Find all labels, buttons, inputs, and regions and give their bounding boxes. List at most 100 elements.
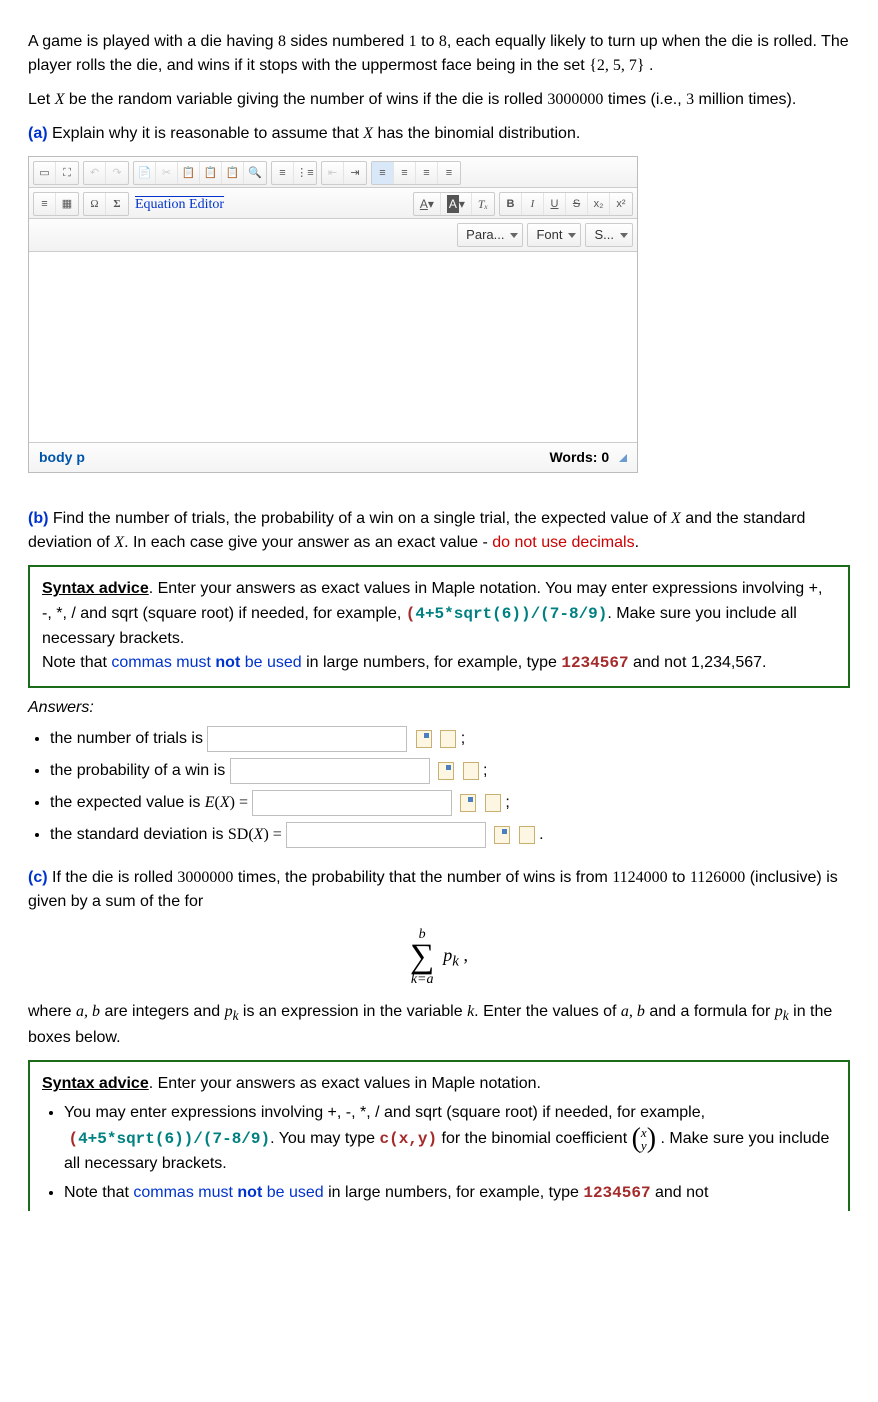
search-icon[interactable]: 🔍 [244,162,266,184]
preview-icon[interactable] [494,826,510,844]
rich-text-editor: ▭ ⛶ ↶ ↷ 📄 ✂ 📋 📋 📋 🔍 ≡ ⋮≡ ⇤ ⇥ ≡ ≡ ≡ ≡ [28,156,638,473]
preview-icon[interactable] [460,794,476,812]
text: to [417,33,439,50]
code-example: c(x,y) [380,1130,438,1148]
table-icon[interactable]: ▦ [56,193,78,215]
align-center-icon[interactable]: ≡ [394,162,416,184]
summation-formula: b ∑ k=a pk , [28,924,850,990]
text: . [635,534,639,551]
text: ; [461,730,465,747]
part-a-prompt: (a) Explain why it is reasonable to assu… [28,122,850,146]
win-set: {2, 5, 7} [589,57,644,74]
fullscreen-icon[interactable]: ⛶ [56,162,78,184]
label: the probability of a win is [50,762,230,779]
paragraph-format-select[interactable]: Para... [457,223,523,247]
clear-format-button[interactable]: Tₓ [472,193,494,215]
help-icon[interactable] [463,762,479,780]
equation-editor-link[interactable]: Equation Editor [135,194,224,215]
sum-lower: k=a [410,969,434,990]
italic-button[interactable]: I [522,193,544,215]
bg-color-button[interactable]: A▾ [441,193,472,215]
preview-icon[interactable] [416,730,432,748]
advice-title: Syntax advice [42,1075,149,1092]
text: commas must [133,1184,237,1201]
text: be used [240,654,301,671]
die-sides: 8 [278,33,286,50]
text: If the die is rolled [48,869,178,886]
underline-button[interactable]: U [544,193,566,215]
subscript-button[interactable]: x₂ [588,193,610,215]
text: and a formula for [645,1003,775,1020]
paste-icon[interactable]: 📋 [178,162,200,184]
code-example: ( [406,605,416,623]
undo-icon[interactable]: ↶ [84,162,106,184]
align-justify-icon[interactable]: ≡ [438,162,460,184]
paste-word-icon[interactable]: 📋 [222,162,244,184]
preview-icon[interactable] [438,762,454,780]
label: the standard deviation is [50,826,228,843]
line-height-icon[interactable]: ≡ [34,193,56,215]
part-a-label: (a) [28,125,48,142]
text: for the binomial coefficient [437,1130,631,1147]
outdent-icon[interactable]: ⇤ [322,162,344,184]
cut-icon[interactable]: ✂ [156,162,178,184]
resize-handle-icon[interactable] [619,454,627,462]
part-c-prompt: (c) If the die is rolled 3000000 times, … [28,866,850,914]
copy-icon[interactable]: 📄 [134,162,156,184]
advice-title: Syntax advice [42,580,149,597]
text-color-button[interactable]: A▾ [414,193,441,215]
align-right-icon[interactable]: ≡ [416,162,438,184]
ordered-list-icon[interactable]: ≡ [272,162,294,184]
help-icon[interactable] [440,730,456,748]
text: . Enter the values of [474,1003,621,1020]
vars-ab: a, b [76,1003,100,1020]
unordered-list-icon[interactable]: ⋮≡ [294,162,316,184]
redo-icon[interactable]: ↷ [106,162,128,184]
superscript-button[interactable]: x² [610,193,632,215]
text: sides numbered [286,33,409,50]
text: Note that [42,654,111,671]
indent-icon[interactable]: ⇥ [344,162,366,184]
editor-content-area[interactable] [29,252,637,442]
sigma-icon[interactable]: Σ [106,193,128,215]
label: the expected value is [50,794,205,811]
sigma-icon: ∑ [410,945,434,969]
intro-para-1: A game is played with a die having 8 sid… [28,30,850,78]
text: . [539,826,543,843]
text: Explain why it is reasonable to assume t… [48,125,364,142]
answer-expected: the expected value is E(X) = ; [50,790,850,816]
rolls: 3000000 [547,91,603,108]
code-example: 4+5*sqrt(6))/(7-8/9) [78,1130,270,1148]
vars-ab: a, b [621,1003,645,1020]
help-icon[interactable] [485,794,501,812]
text: Find the number of trials, the probabili… [48,510,671,527]
syntax-advice-box-1: Syntax advice. Enter your answers as exa… [28,565,850,688]
source-icon[interactable]: ▭ [34,162,56,184]
font-family-select[interactable]: Font [527,223,581,247]
sd-input[interactable] [286,822,486,848]
editor-path[interactable]: body p [39,447,85,468]
align-left-icon[interactable]: ≡ [372,162,394,184]
word-count: 0 [601,449,609,465]
answer-sd: the standard deviation is SD(X) = . [50,822,850,848]
strike-button[interactable]: S [566,193,588,215]
range-from: 1124000 [612,869,667,886]
paste-text-icon[interactable]: 📋 [200,162,222,184]
text: ; [483,762,487,779]
expected-input[interactable] [252,790,452,816]
million: 3 [686,91,694,108]
word-count-label: Words: [549,449,601,465]
help-icon[interactable] [519,826,535,844]
syntax-advice-box-2: Syntax advice. Enter your answers as exa… [28,1060,850,1211]
bold-button[interactable]: B [500,193,522,215]
part-b-prompt: (b) Find the number of trials, the proba… [28,507,850,555]
font-size-select[interactable]: S... [585,223,633,247]
trials-input[interactable] [207,726,407,752]
text: . You may type [270,1130,379,1147]
code-example: 1234567 [583,1184,650,1202]
text: and not 1,234,567. [629,654,767,671]
text: not [215,654,240,671]
special-char-icon[interactable]: Ω [84,193,106,215]
probability-input[interactable] [230,758,430,784]
advice-bullet-1: You may enter expressions involving +, -… [64,1101,836,1177]
